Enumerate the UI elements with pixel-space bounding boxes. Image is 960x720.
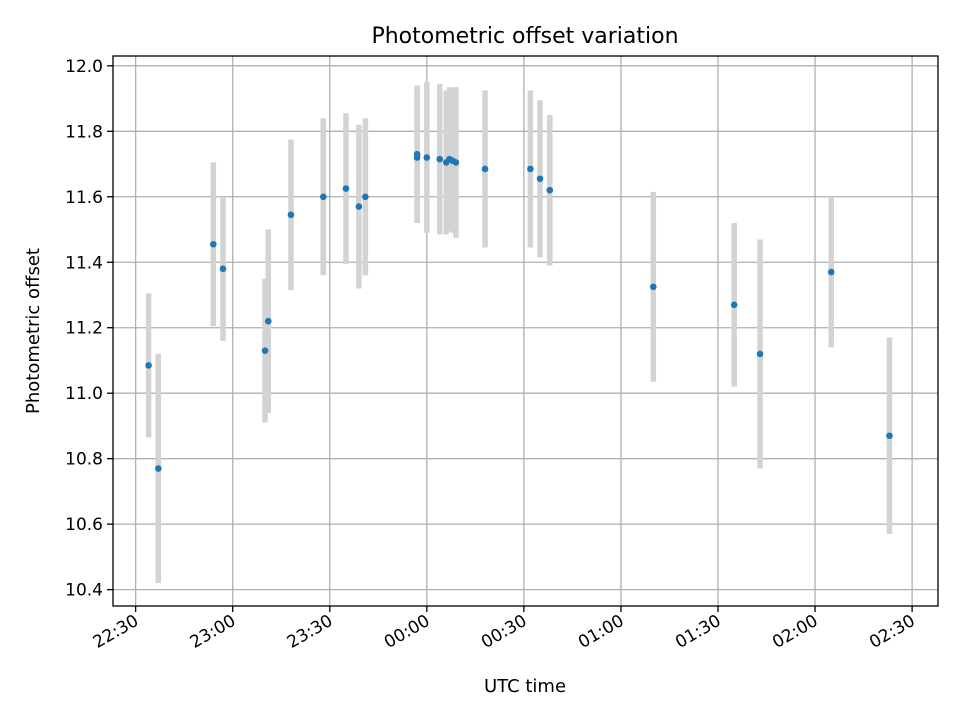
data-point [436,155,444,163]
y-tick-label: 11.6 [65,188,103,208]
data-point [452,159,460,166]
x-axis-label: UTC time [484,676,566,697]
data-point [342,185,350,192]
grid-lines [113,56,938,606]
error-bars [145,82,893,584]
data-point [649,283,657,291]
data-point [264,317,272,325]
x-tick-label: 01:00 [575,611,627,653]
y-tick-label: 11.2 [65,319,103,339]
data-point [154,465,162,472]
x-tick-label: 02:00 [769,611,821,653]
data-point [287,211,295,219]
data-points [145,150,893,472]
data-point [423,154,431,161]
y-tick-label: 10.6 [65,515,103,535]
y-axis-ticks: 10.4 10.6 10.8 11.0 11.2 11.4 11.6 11.8 12.0 [65,57,113,601]
x-tick-label: 00:30 [478,611,530,653]
data-point [209,240,217,248]
plot-frame [112,55,939,607]
y-tick-label: 11.0 [65,384,103,404]
y-tick-label: 10.4 [65,581,103,601]
data-point [536,175,544,183]
y-tick-label: 11.8 [65,122,103,142]
data-point [261,347,269,354]
data-point [546,186,554,194]
chart-title: Photometric offset variation [371,24,678,49]
x-tick-label: 02:30 [866,611,918,653]
x-axis-ticks: 22:30 23:00 23:30 00:00 00:30 01:00 01:30 02:00… [90,606,919,653]
data-point [481,165,489,173]
data-point [756,350,764,358]
data-point [527,165,534,173]
y-tick-label: 12.0 [65,57,103,77]
x-tick-label: 01:30 [672,611,724,653]
y-axis-label: Photometric offset [23,248,44,414]
data-point [145,362,152,369]
data-point [827,268,835,276]
x-tick-label: 22:30 [90,611,142,653]
x-tick-label: 23:00 [187,611,239,653]
y-tick-label: 11.4 [65,253,103,273]
data-point [362,193,369,201]
data-point [319,193,327,201]
data-point [355,203,363,210]
data-point [730,301,738,309]
y-tick-label: 10.8 [65,450,103,470]
data-point [219,265,227,273]
x-tick-label: 23:30 [284,611,336,653]
data-point [886,432,893,440]
data-point [413,150,421,158]
x-tick-label: 00:00 [381,611,433,653]
